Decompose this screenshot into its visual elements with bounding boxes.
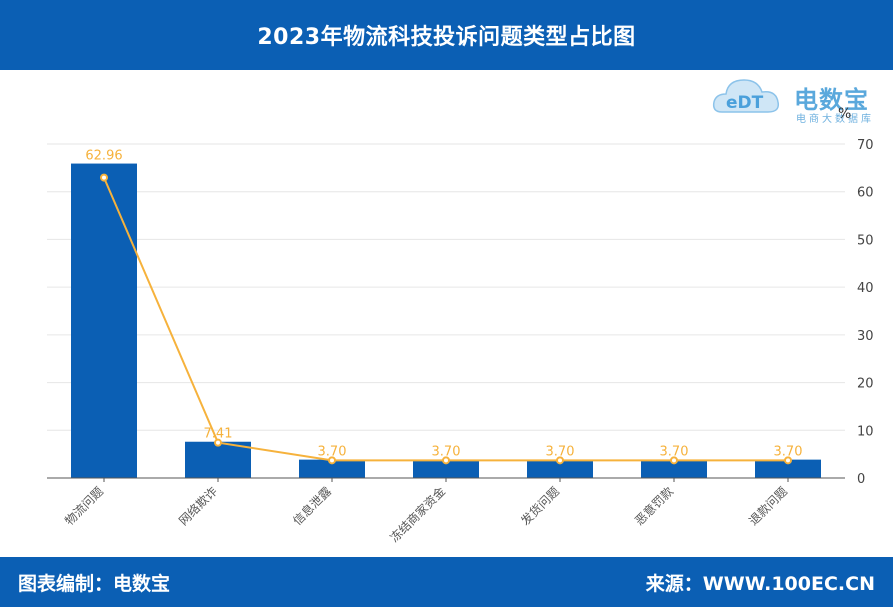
y-tick-label: 0 [857,472,865,487]
logo-sub-text: 电商大数据库 [796,114,874,125]
chart-footer: 图表编制：电数宝 来源：WWW.100EC.CN [0,557,893,607]
bar [299,459,365,478]
bar [755,459,821,478]
data-label: 3.70 [432,445,461,460]
y-tick-label: 40 [857,281,874,296]
bar-line-chart: 0 10 20 30 40 50 60 70 物流问题 网络欺诈 信息泄露 冻结商家资金 发货问题 恶意罚… [47,138,874,546]
line-point [328,456,336,465]
line-point [442,456,450,465]
y-tick-label: 60 [857,186,874,201]
data-label: 62.96 [85,149,122,164]
chart-header: 2023年物流科技投诉问题类型占比图 [0,0,893,70]
bar [71,163,137,478]
data-label: 3.70 [660,445,689,460]
chart-title: 2023年物流科技投诉问题类型占比图 [257,25,636,50]
data-label: 7.41 [204,427,233,442]
x-tick-label: 信息泄露 [290,484,335,529]
y-tick-label: 70 [857,138,874,153]
y-tick-label: 20 [857,377,874,392]
y-axis-unit: % [838,106,852,122]
logo-mark: eDT [726,93,764,113]
bar [527,459,593,478]
data-label: 3.70 [318,445,347,460]
data-label: 3.70 [546,445,575,460]
y-tick-label: 30 [857,329,874,344]
brand-logo: eDT 电数宝 电商大数据库 [712,72,892,125]
x-tick-label: 物流问题 [62,484,106,528]
bar [413,459,479,478]
logo-brand-text: 电数宝 [794,86,869,114]
bar [185,441,251,478]
y-tick-label: 50 [857,233,874,248]
line-point [670,456,678,465]
line-point [214,438,222,447]
line-point [100,173,108,182]
x-tick-label: 冻结商家资金 [387,484,449,546]
footer-source: 来源：WWW.100EC.CN [645,573,875,595]
footer-credit: 图表编制：电数宝 [18,573,171,595]
bar [641,459,707,478]
x-tick-label: 网络欺诈 [176,484,221,529]
line-point [556,456,564,465]
x-tick-label: 发货问题 [518,484,563,529]
data-label: 3.70 [774,445,803,460]
y-tick-label: 10 [857,424,874,439]
line-series [103,177,788,462]
line-point [784,456,792,465]
x-tick-label: 退款问题 [746,484,790,528]
x-tick-label: 恶意罚款 [632,484,677,529]
cloud-logo-icon: eDT [712,79,780,113]
